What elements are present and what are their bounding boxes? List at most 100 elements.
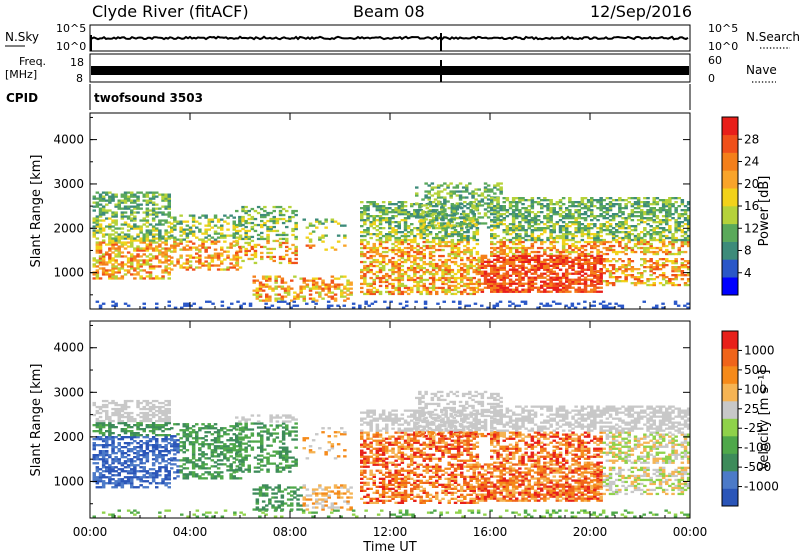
heatmap-cell bbox=[469, 280, 473, 284]
heatmap-cell bbox=[502, 219, 506, 222]
heatmap-cell bbox=[640, 276, 644, 279]
heatmap-cell bbox=[179, 214, 183, 217]
heatmap-cell bbox=[330, 285, 335, 288]
heatmap-cell bbox=[496, 215, 500, 218]
heatmap-cell bbox=[453, 292, 458, 296]
heatmap-cell bbox=[555, 302, 559, 305]
heatmap-cell bbox=[627, 262, 631, 265]
heatmap-cell bbox=[624, 219, 628, 222]
heatmap-cell bbox=[593, 246, 597, 250]
heatmap-cell bbox=[471, 194, 475, 197]
heatmap-cell bbox=[151, 277, 156, 280]
heatmap-cell bbox=[260, 257, 264, 261]
heatmap-cell bbox=[602, 199, 606, 202]
heatmap-cell bbox=[633, 276, 638, 279]
heatmap-cell bbox=[363, 272, 367, 276]
heatmap-cell bbox=[624, 276, 628, 279]
heatmap-cell bbox=[372, 258, 376, 262]
heatmap-cell bbox=[136, 199, 140, 202]
heatmap-cell bbox=[466, 203, 470, 206]
heatmap-cell bbox=[469, 288, 473, 292]
heatmap-cell bbox=[565, 242, 569, 246]
heatmap-cell bbox=[295, 304, 300, 307]
heatmap-cell bbox=[188, 248, 193, 251]
heatmap-cell bbox=[179, 234, 183, 237]
heatmap-cell bbox=[117, 247, 121, 250]
heatmap-cell bbox=[201, 214, 205, 217]
heatmap-cell bbox=[530, 272, 535, 275]
heatmap-cell bbox=[385, 219, 389, 222]
heatmap-cell bbox=[649, 203, 653, 206]
heatmap-cell bbox=[518, 258, 522, 261]
heatmap-cell bbox=[136, 399, 140, 403]
heatmap-cell bbox=[123, 482, 128, 485]
heatmap-cell bbox=[593, 262, 597, 265]
heatmap-cell bbox=[580, 270, 585, 273]
heatmap-cell bbox=[558, 205, 563, 208]
heatmap-cell bbox=[472, 256, 476, 260]
heatmap-cell bbox=[111, 211, 115, 214]
heatmap-cell bbox=[521, 215, 525, 218]
heatmap-cell bbox=[145, 219, 150, 222]
heatmap-cell bbox=[499, 188, 503, 191]
heatmap-cell bbox=[536, 246, 541, 250]
heatmap-cell bbox=[204, 232, 208, 235]
heatmap-cell bbox=[502, 278, 506, 281]
heatmap-cell bbox=[111, 257, 115, 260]
heatmap-cell bbox=[126, 458, 131, 461]
heatmap-cell bbox=[133, 205, 137, 208]
heatmap-cell bbox=[120, 468, 125, 471]
heatmap-cell bbox=[280, 277, 285, 280]
heatmap-cell bbox=[95, 426, 100, 429]
heatmap-cell bbox=[136, 436, 140, 439]
heatmap-cell bbox=[490, 260, 494, 263]
heatmap-cell bbox=[235, 258, 240, 261]
heatmap-cell bbox=[280, 281, 285, 284]
heatmap-cell bbox=[406, 234, 411, 238]
heatmap-cell bbox=[105, 269, 109, 272]
heatmap-cell bbox=[636, 282, 641, 285]
heatmap-cell bbox=[394, 286, 398, 290]
heatmap-cell bbox=[204, 250, 208, 253]
heatmap-cell bbox=[590, 256, 594, 259]
heatmap-cell bbox=[518, 280, 522, 283]
heatmap-cell bbox=[126, 464, 131, 467]
heatmap-cell bbox=[406, 246, 411, 250]
heatmap-cell bbox=[483, 256, 488, 259]
heatmap-cell bbox=[185, 268, 190, 271]
heatmap-cell bbox=[440, 196, 444, 199]
heatmap-cell bbox=[369, 290, 373, 294]
heatmap-cell bbox=[255, 293, 260, 296]
heatmap-cell bbox=[658, 268, 663, 271]
heatmap-cell bbox=[508, 207, 513, 210]
heatmap-cell bbox=[403, 227, 408, 230]
heatmap-cell bbox=[366, 282, 370, 286]
heatmap-cell bbox=[145, 239, 150, 242]
heatmap-cell bbox=[133, 419, 137, 423]
heatmap-cell bbox=[366, 246, 370, 250]
heatmap-cell bbox=[499, 219, 503, 222]
heatmap-cell bbox=[108, 241, 112, 244]
heatmap-cell bbox=[599, 260, 603, 263]
heatmap-cell bbox=[540, 207, 544, 210]
heatmap-cell bbox=[366, 256, 370, 260]
heatmap-cell bbox=[372, 278, 376, 282]
heatmap-cell bbox=[565, 270, 569, 273]
heatmap-cell bbox=[499, 290, 503, 293]
heatmap-cell bbox=[98, 407, 103, 411]
heatmap-cell bbox=[596, 240, 600, 244]
heatmap-cell bbox=[120, 241, 125, 244]
heatmap-cell bbox=[515, 197, 519, 200]
heatmap-cell bbox=[201, 242, 205, 245]
heatmap-cell bbox=[441, 262, 445, 266]
heatmap-cell bbox=[583, 306, 587, 309]
heatmap-cell bbox=[288, 205, 292, 209]
heatmap-cell bbox=[586, 223, 591, 226]
heatmap-cell bbox=[372, 223, 376, 226]
heatmap-cell bbox=[372, 242, 376, 246]
heatmap-cell bbox=[155, 195, 159, 198]
heatmap-cell bbox=[114, 219, 118, 222]
heatmap-cell bbox=[179, 220, 183, 223]
heatmap-cell bbox=[540, 272, 544, 275]
heatmap-cell bbox=[496, 258, 500, 261]
